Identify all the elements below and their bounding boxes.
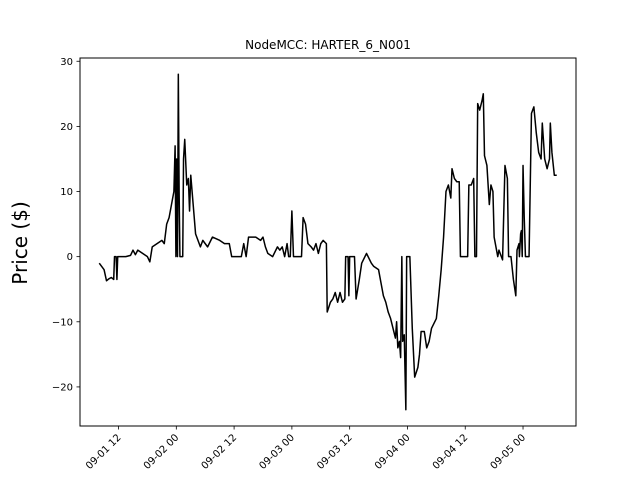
x-tick-label: 09-04 00 bbox=[373, 432, 413, 472]
price-line bbox=[98, 73, 557, 411]
y-axis-label: Price ($) bbox=[8, 201, 32, 284]
series-layer bbox=[98, 73, 557, 411]
y-tick-label: 30 bbox=[60, 57, 73, 68]
y-tick-label: 20 bbox=[60, 122, 73, 133]
x-tick-label: 09-01 12 bbox=[84, 432, 124, 472]
x-tick-label: 09-04 12 bbox=[431, 432, 471, 472]
x-tick-label: 09-02 12 bbox=[200, 432, 240, 472]
x-tick-label: 09-03 12 bbox=[315, 432, 355, 472]
x-tick-label: 09-05 00 bbox=[489, 432, 529, 472]
y-axis-ticks: −20 −10 0 10 20 30 bbox=[52, 57, 80, 393]
plot-frame bbox=[79, 57, 577, 427]
y-tick-label: −10 bbox=[52, 317, 73, 328]
x-tick-label: 09-03 00 bbox=[257, 432, 297, 472]
y-tick-label: 0 bbox=[67, 252, 73, 263]
x-tick-label: 09-02 00 bbox=[142, 432, 182, 472]
y-tick-label: 10 bbox=[60, 187, 73, 198]
x-axis-ticks: 09-01 12 09-02 00 09-02 12 09-03 00 09-03 12… bbox=[84, 426, 528, 472]
y-tick-label: −20 bbox=[52, 382, 73, 393]
chart-title: NodeMCC: HARTER_6_N001 bbox=[245, 38, 411, 52]
